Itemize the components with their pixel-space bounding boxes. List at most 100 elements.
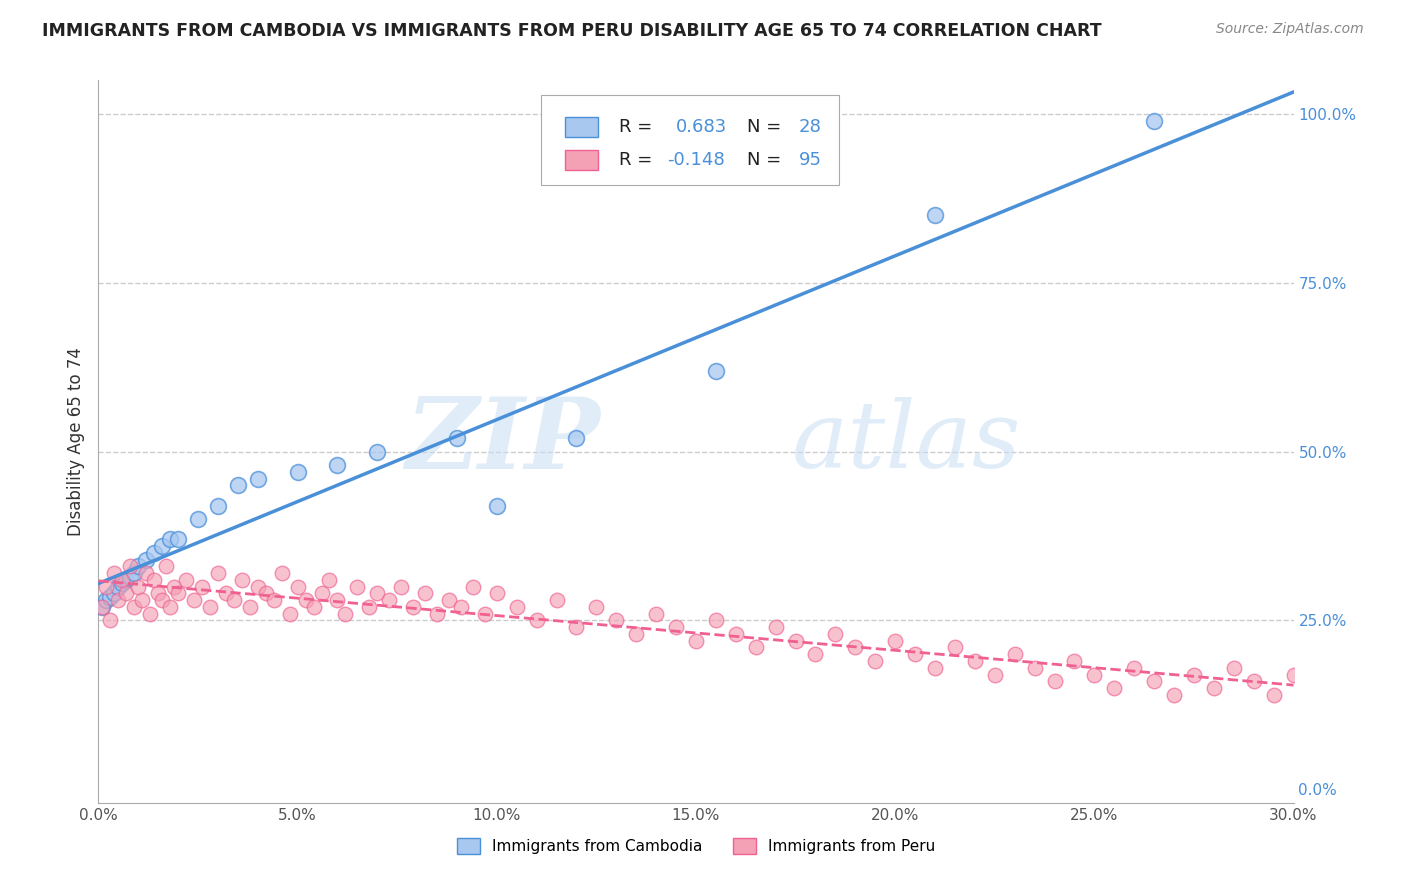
Point — [402, 599, 425, 614]
Point — [207, 499, 229, 513]
Point — [1163, 688, 1185, 702]
Point — [91, 599, 114, 614]
Point — [120, 559, 142, 574]
Point — [263, 593, 285, 607]
Point — [159, 599, 181, 614]
Point — [326, 593, 349, 607]
Point — [139, 607, 162, 621]
Point — [148, 586, 170, 600]
Point — [844, 640, 866, 655]
Point — [785, 633, 807, 648]
Point — [943, 640, 966, 655]
Point — [450, 599, 472, 614]
Point — [98, 614, 122, 628]
Point — [198, 599, 221, 614]
Point — [135, 552, 157, 566]
Point — [270, 566, 292, 581]
Point — [506, 599, 529, 614]
Point — [187, 512, 209, 526]
Point — [585, 599, 607, 614]
Point — [605, 614, 627, 628]
Point — [1243, 674, 1265, 689]
Point — [96, 580, 118, 594]
Point — [150, 593, 173, 607]
Point — [115, 586, 138, 600]
Point — [1024, 661, 1046, 675]
Point — [963, 654, 986, 668]
Point — [1063, 654, 1085, 668]
Point — [565, 431, 588, 445]
Point — [366, 586, 388, 600]
Point — [115, 573, 138, 587]
Point — [704, 614, 727, 628]
FancyBboxPatch shape — [565, 150, 598, 169]
Point — [685, 633, 707, 648]
Point — [437, 593, 460, 607]
Point — [174, 573, 197, 587]
Text: ZIP: ZIP — [405, 393, 600, 490]
Point — [1004, 647, 1026, 661]
FancyBboxPatch shape — [565, 117, 598, 137]
Point — [704, 364, 727, 378]
Point — [191, 580, 214, 594]
Point — [246, 472, 269, 486]
Point — [724, 627, 747, 641]
Point — [111, 573, 134, 587]
Point — [526, 614, 548, 628]
Point — [426, 607, 449, 621]
Point — [287, 465, 309, 479]
Text: -0.148: -0.148 — [668, 151, 725, 169]
Text: Source: ZipAtlas.com: Source: ZipAtlas.com — [1216, 22, 1364, 37]
Point — [226, 478, 249, 492]
Text: N =: N = — [748, 119, 787, 136]
Point — [326, 458, 349, 472]
Point — [359, 599, 381, 614]
Point — [378, 593, 401, 607]
Point — [155, 559, 177, 574]
Point — [565, 620, 588, 634]
Point — [335, 607, 357, 621]
Point — [231, 573, 253, 587]
Y-axis label: Disability Age 65 to 74: Disability Age 65 to 74 — [66, 347, 84, 536]
Point — [107, 580, 129, 594]
Point — [124, 566, 146, 581]
Point — [745, 640, 768, 655]
Point — [884, 633, 907, 648]
Point — [318, 573, 340, 587]
Text: IMMIGRANTS FROM CAMBODIA VS IMMIGRANTS FROM PERU DISABILITY AGE 65 TO 74 CORRELA: IMMIGRANTS FROM CAMBODIA VS IMMIGRANTS F… — [42, 22, 1102, 40]
Point — [665, 620, 688, 634]
FancyBboxPatch shape — [541, 95, 839, 185]
Point — [1282, 667, 1305, 681]
Point — [1143, 113, 1166, 128]
Point — [311, 586, 333, 600]
Point — [91, 599, 114, 614]
Point — [103, 586, 125, 600]
Text: 28: 28 — [799, 119, 821, 136]
Point — [346, 580, 368, 594]
Point — [239, 599, 262, 614]
Point — [111, 576, 134, 591]
Point — [131, 593, 153, 607]
Point — [215, 586, 238, 600]
Point — [294, 593, 316, 607]
Point — [246, 580, 269, 594]
Point — [804, 647, 827, 661]
Point — [163, 580, 186, 594]
Point — [302, 599, 325, 614]
Point — [413, 586, 436, 600]
Point — [485, 499, 508, 513]
Point — [143, 546, 166, 560]
Point — [135, 566, 157, 581]
Legend: Immigrants from Cambodia, Immigrants from Peru: Immigrants from Cambodia, Immigrants fro… — [451, 832, 941, 860]
Point — [924, 208, 946, 222]
Point — [159, 533, 181, 547]
Point — [1143, 674, 1166, 689]
Point — [366, 444, 388, 458]
Point — [865, 654, 887, 668]
Point — [904, 647, 927, 661]
Point — [1182, 667, 1205, 681]
Point — [183, 593, 205, 607]
Point — [107, 593, 129, 607]
Point — [167, 586, 190, 600]
Point — [207, 566, 229, 581]
